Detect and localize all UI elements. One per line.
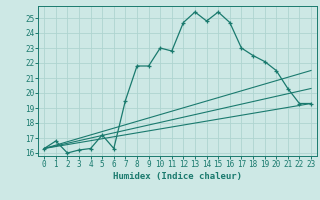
- X-axis label: Humidex (Indice chaleur): Humidex (Indice chaleur): [113, 172, 242, 181]
